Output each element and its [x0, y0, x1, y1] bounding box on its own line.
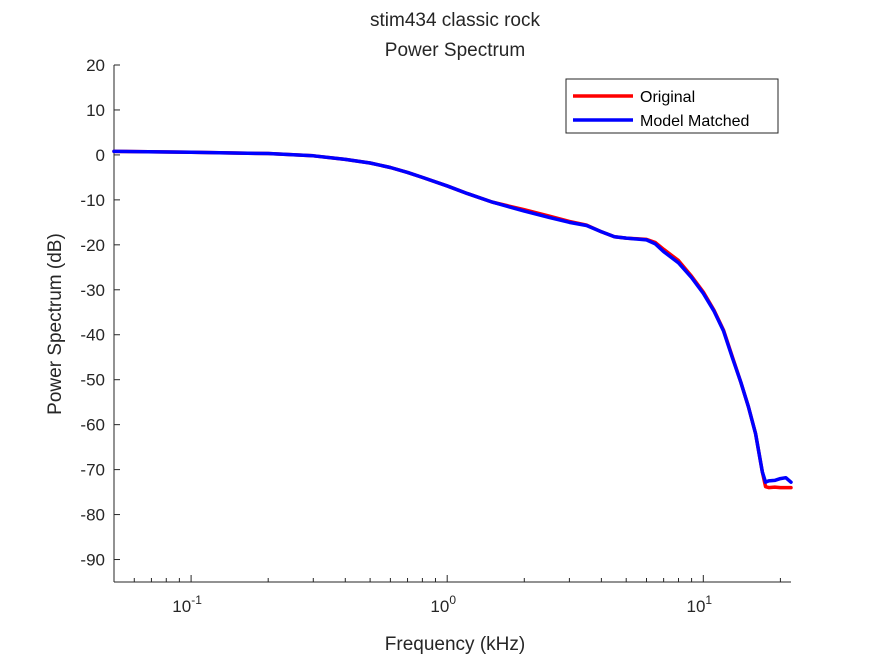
x-axis-ticks: 10-1 100 101: [113, 575, 781, 616]
y-tick-label: 20: [86, 56, 105, 75]
y-tick-label: -80: [80, 506, 105, 525]
y-tick-label: -60: [80, 416, 105, 435]
y-tick-label: 0: [96, 146, 105, 165]
y-tick-label: -30: [80, 281, 105, 300]
chart-title: stim434 classic rock: [370, 10, 540, 31]
axes: [113, 65, 791, 583]
series-layer: [112, 149, 793, 490]
series-line-original: [112, 149, 793, 490]
y-tick-label: -50: [80, 371, 105, 390]
legend: Original Model Matched: [565, 78, 779, 134]
y-tick-label: 10: [86, 101, 105, 120]
y-axis-ticks: 20 10 0 -10 -20 -30 -40 -50 -60 -70 -80 -90: [80, 56, 120, 570]
legend-label: Model Matched: [640, 113, 749, 130]
y-tick-label: -40: [80, 326, 105, 345]
y-tick-label: -70: [80, 461, 105, 480]
x-axis-label: Frequency (kHz): [385, 634, 525, 655]
chart-subtitle: Power Spectrum: [385, 40, 525, 61]
y-tick-label: -90: [80, 551, 105, 570]
x-tick-label: 101: [686, 593, 712, 616]
x-tick-label: 100: [430, 593, 456, 616]
y-tick-label: -20: [80, 236, 105, 255]
x-tick-label: 10-1: [172, 593, 202, 616]
legend-label: Original: [640, 89, 695, 106]
legend-box: [565, 78, 779, 134]
y-axis-label: Power Spectrum (dB): [45, 233, 66, 415]
y-tick-label: -10: [80, 191, 105, 210]
series-line-model-matched: [112, 149, 793, 484]
